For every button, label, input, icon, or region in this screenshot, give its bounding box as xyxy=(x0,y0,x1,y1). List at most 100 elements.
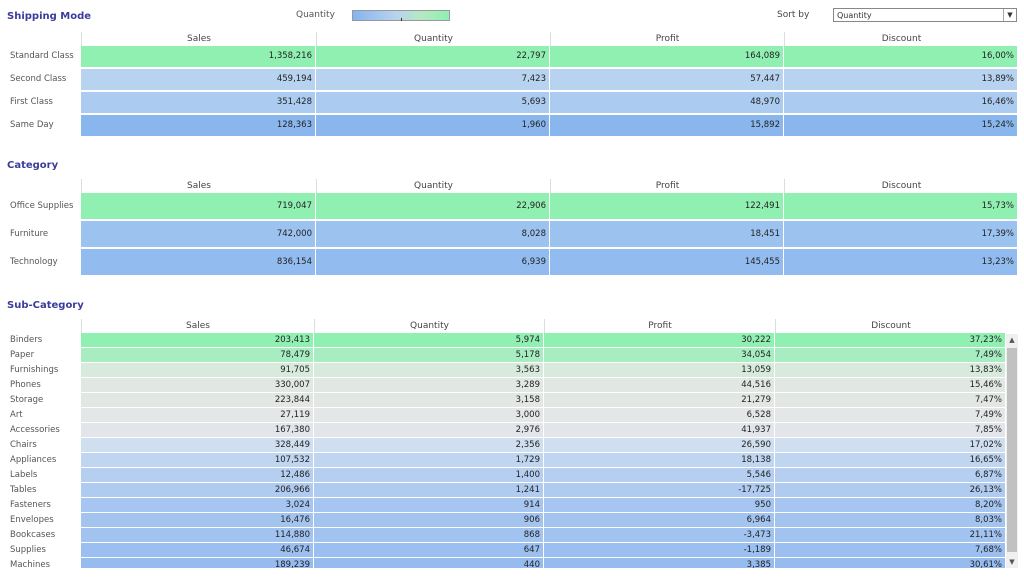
cell-quantity[interactable]: 1,400 xyxy=(314,468,544,482)
sort-dropdown[interactable]: Quantity ▼ xyxy=(833,8,1017,22)
cell-discount[interactable]: 15,24% xyxy=(784,115,1018,136)
cell-discount[interactable]: 16,65% xyxy=(775,453,1006,467)
cell-quantity[interactable]: 3,563 xyxy=(314,363,544,377)
cell-sales[interactable]: 91,705 xyxy=(81,363,314,377)
column-header-quantity[interactable]: Quantity xyxy=(314,319,544,333)
row-label[interactable]: Furnishings xyxy=(10,365,59,375)
row-label[interactable]: Furniture xyxy=(10,229,49,239)
cell-quantity[interactable]: 906 xyxy=(314,513,544,527)
row-label[interactable]: Same Day xyxy=(10,120,54,130)
cell-discount[interactable]: 16,46% xyxy=(784,92,1018,113)
cell-profit[interactable]: 950 xyxy=(544,498,775,512)
cell-discount[interactable]: 21,11% xyxy=(775,528,1006,542)
cell-profit[interactable]: 57,447 xyxy=(550,69,784,90)
cell-quantity[interactable]: 8,028 xyxy=(316,221,550,247)
cell-sales[interactable]: 107,532 xyxy=(81,453,314,467)
cell-quantity[interactable]: 1,960 xyxy=(316,115,550,136)
cell-sales[interactable]: 459,194 xyxy=(81,69,316,90)
cell-profit[interactable]: 21,279 xyxy=(544,393,775,407)
row-label[interactable]: Binders xyxy=(10,335,43,345)
table-row[interactable]: Furnishings 91,705 3,563 13,059 13,83% xyxy=(0,363,1006,377)
cell-profit[interactable]: 164,089 xyxy=(550,46,784,67)
table-row[interactable]: Art 27,119 3,000 6,528 7,49% xyxy=(0,408,1006,422)
cell-quantity[interactable]: 5,178 xyxy=(314,348,544,362)
cell-discount[interactable]: 37,23% xyxy=(775,333,1006,347)
cell-quantity[interactable]: 647 xyxy=(314,543,544,557)
cell-sales[interactable]: 742,000 xyxy=(81,221,316,247)
column-header-discount[interactable]: Discount xyxy=(775,319,1006,333)
cell-quantity[interactable]: 1,729 xyxy=(314,453,544,467)
cell-quantity[interactable]: 22,906 xyxy=(316,193,550,219)
column-header-sales[interactable]: Sales xyxy=(81,319,314,333)
cell-quantity[interactable]: 2,976 xyxy=(314,423,544,437)
row-label[interactable]: Second Class xyxy=(10,74,67,84)
table-row[interactable]: Tables 206,966 1,241 -17,725 26,13% xyxy=(0,483,1006,497)
cell-sales[interactable]: 128,363 xyxy=(81,115,316,136)
row-label[interactable]: Labels xyxy=(10,470,38,480)
column-header-profit[interactable]: Profit xyxy=(550,179,784,193)
cell-profit[interactable]: 26,590 xyxy=(544,438,775,452)
cell-profit[interactable]: 5,546 xyxy=(544,468,775,482)
cell-sales[interactable]: 189,239 xyxy=(81,558,314,568)
scroll-up-icon[interactable]: ▲ xyxy=(1009,336,1015,344)
cell-quantity[interactable]: 1,241 xyxy=(314,483,544,497)
table-row[interactable]: Binders 203,413 5,974 30,222 37,23% xyxy=(0,333,1006,347)
cell-discount[interactable]: 13,83% xyxy=(775,363,1006,377)
cell-profit[interactable]: -3,473 xyxy=(544,528,775,542)
cell-quantity[interactable]: 5,693 xyxy=(316,92,550,113)
row-label[interactable]: Standard Class xyxy=(10,51,74,61)
cell-quantity[interactable]: 914 xyxy=(314,498,544,512)
table-row[interactable]: Storage 223,844 3,158 21,279 7,47% xyxy=(0,393,1006,407)
row-label[interactable]: Technology xyxy=(10,257,58,267)
row-label[interactable]: Paper xyxy=(10,350,35,360)
column-header-discount[interactable]: Discount xyxy=(784,32,1018,46)
scroll-down-icon[interactable]: ▼ xyxy=(1009,558,1015,566)
cell-discount[interactable]: 15,73% xyxy=(784,193,1018,219)
column-header-sales[interactable]: Sales xyxy=(81,179,316,193)
cell-quantity[interactable]: 5,974 xyxy=(314,333,544,347)
cell-quantity[interactable]: 3,000 xyxy=(314,408,544,422)
row-label[interactable]: Art xyxy=(10,410,23,420)
cell-discount[interactable]: 6,87% xyxy=(775,468,1006,482)
cell-sales[interactable]: 12,486 xyxy=(81,468,314,482)
column-header-sales[interactable]: Sales xyxy=(81,32,316,46)
table-row[interactable]: Paper 78,479 5,178 34,054 7,49% xyxy=(0,348,1006,362)
column-header-quantity[interactable]: Quantity xyxy=(316,179,550,193)
row-label[interactable]: Accessories xyxy=(10,425,60,435)
column-header-discount[interactable]: Discount xyxy=(784,179,1018,193)
table-row[interactable]: Office Supplies 719,047 22,906 122,491 15,73… xyxy=(0,193,1024,219)
row-label[interactable]: First Class xyxy=(10,97,53,107)
cell-profit[interactable]: 145,455 xyxy=(550,249,784,275)
row-label[interactable]: Tables xyxy=(10,485,37,495)
cell-sales[interactable]: 206,966 xyxy=(81,483,314,497)
table-row[interactable]: Machines 189,239 440 3,385 30,61% xyxy=(0,558,1006,568)
cell-discount[interactable]: 7,49% xyxy=(775,408,1006,422)
scroll-thumb[interactable] xyxy=(1007,348,1017,552)
cell-discount[interactable]: 17,02% xyxy=(775,438,1006,452)
cell-sales[interactable]: 78,479 xyxy=(81,348,314,362)
table-row[interactable]: Bookcases 114,880 868 -3,473 21,11% xyxy=(0,528,1006,542)
cell-profit[interactable]: 122,491 xyxy=(550,193,784,219)
chevron-down-icon[interactable]: ▼ xyxy=(1003,9,1016,21)
table-row[interactable]: Second Class 459,194 7,423 57,447 13,89% xyxy=(0,69,1024,90)
cell-sales[interactable]: 16,476 xyxy=(81,513,314,527)
cell-discount[interactable]: 16,00% xyxy=(784,46,1018,67)
cell-sales[interactable]: 719,047 xyxy=(81,193,316,219)
cell-sales[interactable]: 351,428 xyxy=(81,92,316,113)
row-label[interactable]: Supplies xyxy=(10,545,46,555)
table-row[interactable]: Supplies 46,674 647 -1,189 7,68% xyxy=(0,543,1006,557)
cell-quantity[interactable]: 868 xyxy=(314,528,544,542)
row-label[interactable]: Chairs xyxy=(10,440,37,450)
cell-profit[interactable]: 15,892 xyxy=(550,115,784,136)
cell-sales[interactable]: 836,154 xyxy=(81,249,316,275)
cell-quantity[interactable]: 2,356 xyxy=(314,438,544,452)
cell-sales[interactable]: 3,024 xyxy=(81,498,314,512)
table-row[interactable]: Same Day 128,363 1,960 15,892 15,24% xyxy=(0,115,1024,136)
cell-profit[interactable]: 18,451 xyxy=(550,221,784,247)
cell-profit[interactable]: 44,516 xyxy=(544,378,775,392)
table-row[interactable]: Appliances 107,532 1,729 18,138 16,65% xyxy=(0,453,1006,467)
cell-profit[interactable]: -17,725 xyxy=(544,483,775,497)
cell-profit[interactable]: 34,054 xyxy=(544,348,775,362)
cell-quantity[interactable]: 440 xyxy=(314,558,544,568)
column-header-quantity[interactable]: Quantity xyxy=(316,32,550,46)
